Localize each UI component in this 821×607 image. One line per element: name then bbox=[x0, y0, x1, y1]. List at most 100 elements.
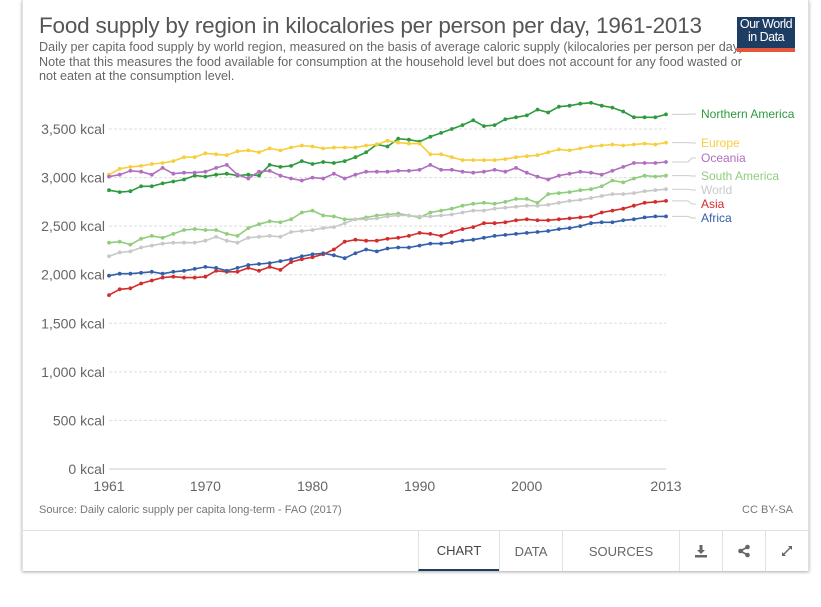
data-point[interactable] bbox=[621, 192, 626, 197]
data-point[interactable] bbox=[192, 173, 197, 178]
data-point[interactable] bbox=[160, 275, 165, 280]
data-point[interactable] bbox=[289, 217, 293, 222]
data-point[interactable] bbox=[567, 171, 572, 176]
data-point[interactable] bbox=[289, 164, 293, 168]
data-point[interactable] bbox=[514, 166, 518, 170]
data-point[interactable] bbox=[139, 245, 143, 250]
data-point[interactable] bbox=[267, 265, 272, 269]
data-point[interactable] bbox=[428, 214, 433, 219]
data-point[interactable] bbox=[460, 210, 465, 215]
legend-item[interactable]: South America bbox=[672, 169, 779, 183]
data-point[interactable] bbox=[428, 241, 433, 246]
data-point[interactable] bbox=[546, 192, 551, 197]
data-point[interactable] bbox=[524, 197, 529, 201]
data-point[interactable] bbox=[139, 164, 143, 168]
data-point[interactable] bbox=[396, 213, 401, 218]
data-point[interactable] bbox=[278, 148, 283, 153]
data-point[interactable] bbox=[589, 144, 593, 149]
data-point[interactable] bbox=[364, 247, 368, 252]
data-point[interactable] bbox=[621, 180, 626, 185]
data-point[interactable] bbox=[192, 155, 197, 160]
data-point[interactable] bbox=[299, 210, 304, 215]
data-point[interactable] bbox=[171, 232, 176, 236]
data-point[interactable] bbox=[235, 266, 240, 270]
data-point[interactable] bbox=[214, 228, 219, 232]
data-point[interactable] bbox=[299, 257, 304, 262]
data-point[interactable] bbox=[149, 184, 154, 189]
data-point[interactable] bbox=[321, 251, 326, 256]
data-point[interactable] bbox=[203, 265, 208, 269]
data-point[interactable] bbox=[514, 115, 518, 120]
data-point[interactable] bbox=[471, 225, 476, 230]
data-point[interactable] bbox=[128, 249, 133, 254]
data-point[interactable] bbox=[192, 275, 197, 280]
data-point[interactable] bbox=[203, 274, 208, 279]
data-point[interactable] bbox=[160, 181, 165, 186]
data-point[interactable] bbox=[599, 184, 604, 189]
data-point[interactable] bbox=[460, 169, 465, 174]
data-point[interactable] bbox=[428, 134, 433, 139]
data-point[interactable] bbox=[492, 158, 497, 163]
data-point[interactable] bbox=[385, 246, 390, 251]
data-point[interactable] bbox=[567, 199, 572, 203]
data-point[interactable] bbox=[578, 188, 583, 193]
series-world[interactable] bbox=[107, 187, 668, 259]
series-northern-america[interactable] bbox=[107, 100, 668, 195]
data-point[interactable] bbox=[471, 208, 476, 213]
data-point[interactable] bbox=[374, 142, 379, 147]
data-point[interactable] bbox=[128, 271, 133, 276]
tab-chart[interactable]: CHART bbox=[418, 531, 499, 571]
data-point[interactable] bbox=[417, 167, 422, 172]
data-point[interactable] bbox=[407, 141, 411, 146]
data-point[interactable] bbox=[214, 268, 219, 273]
data-point[interactable] bbox=[257, 234, 261, 239]
data-point[interactable] bbox=[246, 148, 251, 153]
data-point[interactable] bbox=[610, 220, 615, 225]
data-point[interactable] bbox=[621, 165, 626, 169]
data-point[interactable] bbox=[407, 234, 411, 238]
data-point[interactable] bbox=[139, 281, 143, 286]
data-point[interactable] bbox=[182, 228, 186, 232]
data-point[interactable] bbox=[353, 145, 358, 150]
series-oceania[interactable] bbox=[107, 160, 668, 183]
data-point[interactable] bbox=[267, 168, 272, 173]
data-point[interactable] bbox=[182, 177, 186, 182]
data-point[interactable] bbox=[653, 161, 658, 165]
data-point[interactable] bbox=[139, 169, 143, 174]
data-point[interactable] bbox=[535, 230, 540, 234]
data-point[interactable] bbox=[139, 236, 143, 241]
data-point[interactable] bbox=[107, 174, 111, 179]
data-point[interactable] bbox=[149, 243, 154, 248]
data-point[interactable] bbox=[342, 221, 347, 226]
data-point[interactable] bbox=[428, 210, 433, 215]
data-point[interactable] bbox=[278, 234, 283, 239]
data-point[interactable] bbox=[107, 254, 111, 259]
data-point[interactable] bbox=[471, 201, 476, 206]
series-asia[interactable] bbox=[107, 199, 668, 297]
data-point[interactable] bbox=[224, 163, 229, 167]
data-point[interactable] bbox=[449, 155, 454, 160]
data-point[interactable] bbox=[664, 140, 668, 145]
data-point[interactable] bbox=[535, 218, 540, 223]
data-point[interactable] bbox=[182, 155, 186, 160]
data-point[interactable] bbox=[439, 234, 443, 238]
data-point[interactable] bbox=[642, 141, 647, 146]
data-point[interactable] bbox=[214, 266, 219, 270]
data-point[interactable] bbox=[514, 218, 518, 223]
data-point[interactable] bbox=[299, 159, 304, 164]
data-point[interactable] bbox=[128, 189, 133, 194]
data-point[interactable] bbox=[246, 176, 251, 181]
data-point[interactable] bbox=[385, 144, 390, 149]
data-point[interactable] bbox=[257, 268, 261, 273]
data-point[interactable] bbox=[535, 107, 540, 112]
data-point[interactable] bbox=[664, 160, 668, 164]
data-point[interactable] bbox=[267, 219, 272, 224]
data-point[interactable] bbox=[653, 115, 658, 120]
data-point[interactable] bbox=[503, 220, 508, 225]
data-point[interactable] bbox=[203, 174, 208, 179]
data-point[interactable] bbox=[589, 214, 593, 219]
data-point[interactable] bbox=[482, 200, 486, 205]
data-point[interactable] bbox=[139, 270, 143, 275]
data-point[interactable] bbox=[171, 159, 176, 164]
data-point[interactable] bbox=[449, 230, 454, 234]
